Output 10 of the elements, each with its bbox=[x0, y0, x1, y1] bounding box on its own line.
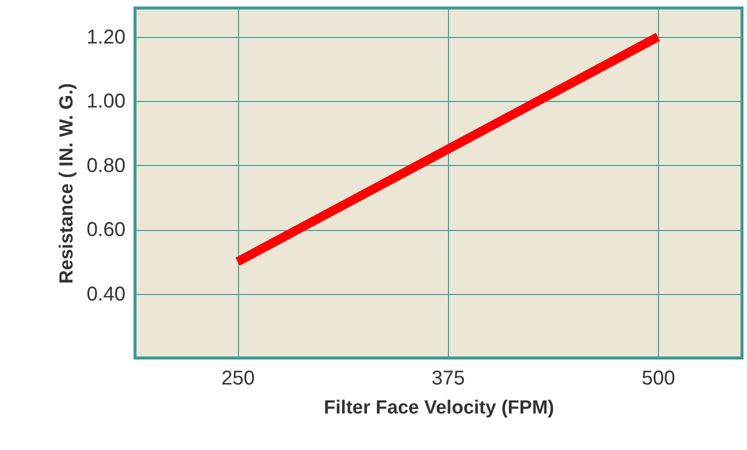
y-tick-label: 0.60 bbox=[86, 219, 126, 242]
x-tick-label: 500 bbox=[642, 368, 676, 390]
y-axis-title: Resistance ( IN. W. G.) bbox=[56, 83, 78, 284]
x-tick-label: 250 bbox=[221, 368, 255, 390]
y-tick-label: 1.20 bbox=[86, 26, 126, 48]
x-axis-title: Filter Face Velocity (FPM) bbox=[324, 398, 554, 418]
y-tick-label: 0.80 bbox=[86, 154, 126, 177]
y-tick-label: 0.40 bbox=[86, 283, 126, 306]
y-tick-label: 1.00 bbox=[86, 90, 126, 113]
x-tick-label: 375 bbox=[432, 368, 465, 390]
